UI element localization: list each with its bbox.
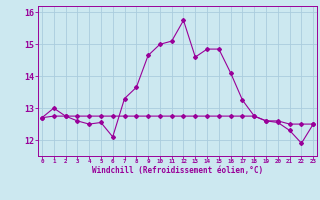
X-axis label: Windchill (Refroidissement éolien,°C): Windchill (Refroidissement éolien,°C) — [92, 166, 263, 175]
